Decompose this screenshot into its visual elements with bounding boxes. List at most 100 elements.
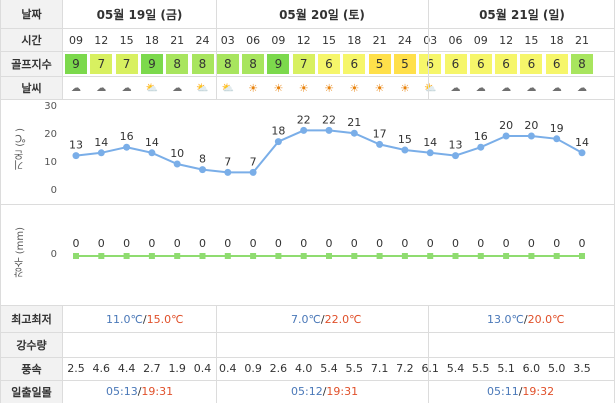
- temperature-data-label: 20: [499, 119, 513, 132]
- wind-speed-cell: 5.4: [320, 362, 338, 375]
- cloud-icon: ☁: [121, 82, 132, 94]
- rain-data-label: 0: [401, 237, 408, 250]
- wind-speed-cell: 7.1: [370, 362, 389, 375]
- time-cell: 18: [549, 33, 564, 47]
- rain-point: [452, 253, 459, 259]
- temperature-point: [426, 149, 434, 157]
- cloud-icon: ☁: [577, 82, 587, 94]
- rain-point: [528, 253, 535, 259]
- sun-day-3: 05:11/19:32: [487, 385, 555, 398]
- rain-data-label: 0: [300, 237, 307, 250]
- temperature-point: [452, 152, 459, 160]
- time-cell: 09: [271, 33, 286, 47]
- rain-point: [174, 253, 181, 259]
- sunrise-time: 05:13: [106, 385, 138, 398]
- temperature-data-label: 10: [170, 147, 184, 160]
- time-label: 시간: [1, 29, 63, 51]
- temperature-data-label: 20: [524, 119, 538, 132]
- sun-icon: ☀: [324, 81, 334, 95]
- max-temp: 15.0℃: [146, 313, 184, 326]
- temperature-data-label: 21: [347, 116, 361, 129]
- golf-index-cell: 5: [393, 54, 416, 74]
- cloud-icon: ☁: [475, 82, 486, 94]
- date-day-1: 05월 19일 (금): [96, 7, 183, 22]
- wind-speed-cell: 6.0: [522, 362, 541, 375]
- wind-speed-cell: 4.6: [92, 362, 111, 375]
- sunset-time: 19:31: [326, 385, 359, 398]
- wind-speed-cell: 5.5: [345, 362, 364, 375]
- wind-speed-cell: 5.5: [472, 362, 490, 375]
- sun-icon: ☀: [399, 81, 410, 95]
- temperature-y-tick: 10: [44, 157, 57, 168]
- wind-speed-cell: 0.4: [193, 362, 212, 375]
- temperature-point: [401, 146, 409, 154]
- temperature-y-tick: 0: [50, 185, 57, 196]
- time-cell: 21: [170, 33, 185, 47]
- golf-index-cell: 7: [115, 54, 138, 74]
- sun-icon: ☀: [248, 81, 259, 95]
- rain-data-label: 0: [98, 237, 105, 250]
- rain-point: [553, 253, 560, 259]
- rain-point: [503, 253, 510, 259]
- temperature-data-label: 14: [423, 136, 437, 149]
- min-temp: 13.0℃: [487, 313, 524, 326]
- temperature-data-label: 13: [69, 139, 83, 152]
- rain-data-label: 0: [376, 237, 383, 250]
- temperature-data-label: 14: [575, 136, 589, 149]
- wind-speed-cell: 2.5: [67, 362, 85, 375]
- sunset-time: 19:32: [522, 385, 555, 398]
- cloud-icon: ☁: [71, 82, 81, 94]
- max-temp: 22.0℃: [324, 313, 362, 326]
- weather-label: 날씨: [1, 77, 63, 99]
- golf-index-cell: 6: [444, 54, 467, 74]
- temperature-data-label: 18: [271, 125, 285, 138]
- golf-index-cell: 8: [216, 54, 239, 74]
- rain-data-label: 0: [579, 237, 586, 250]
- temperature-data-label: 16: [120, 130, 134, 143]
- temperature-point: [502, 132, 510, 140]
- rain-data-label: 0: [73, 237, 80, 250]
- temperature-chart: 13 14 16 14 10 8 7 7 18 22 22 21 17 15 14 13 16 20 20 19 14: [69, 113, 589, 176]
- temperature-point: [123, 143, 131, 151]
- sunrise-time: 05:11: [487, 385, 519, 398]
- golf-index-cell: 8: [242, 54, 265, 74]
- rain-point: [579, 253, 585, 259]
- time-cell: 21: [575, 33, 589, 47]
- cloud-icon: ☁: [96, 82, 107, 94]
- minmax-day-1: 11.0℃/15.0℃: [106, 313, 184, 326]
- golf-index-cell: 8: [166, 54, 189, 74]
- time-cell: 06: [448, 33, 463, 47]
- wind-speed-cell: 2.7: [143, 362, 161, 375]
- temperature-point: [173, 160, 181, 168]
- temperature-y-tick: 30: [44, 101, 57, 112]
- golf-index-cell: 6: [318, 54, 340, 74]
- date-day-2: 05월 20일 (토): [279, 7, 365, 22]
- minmax-day-2: 7.0℃/22.0℃: [291, 313, 362, 326]
- golf-index-cell: 6: [495, 54, 518, 74]
- golf-index-cell: 7: [292, 54, 315, 74]
- rain-data-label: 0: [199, 237, 206, 250]
- sunrise-time: 05:12: [291, 385, 323, 398]
- temperature-y-tick: 20: [44, 129, 57, 140]
- temperature-point: [350, 129, 358, 137]
- sun-row: 일출일몰 05:13/19:31 05:12/19:31 05:11/19:32: [1, 381, 615, 403]
- rain-amount-label: 강수량: [1, 333, 63, 357]
- time-cell: 09: [473, 33, 488, 47]
- temperature-point: [553, 135, 561, 143]
- wind-speed-cell: 4.0: [294, 362, 313, 375]
- temperature-point: [274, 138, 282, 146]
- golf-index-label: 골프지수: [1, 52, 63, 76]
- temperature-data-label: 13: [449, 139, 463, 152]
- partly-cloudy-icon: ⛅: [221, 82, 235, 94]
- time-cell: 15: [524, 33, 539, 47]
- wind-speed-cell: 3.5: [573, 362, 591, 375]
- rain-point: [275, 253, 282, 259]
- temperature-data-label: 15: [398, 133, 412, 146]
- temperature-data-label: 7: [250, 155, 257, 168]
- sun-icon: ☀: [349, 81, 360, 95]
- minmax-day-3: 13.0℃/20.0℃: [487, 313, 565, 326]
- temperature-point: [527, 132, 535, 140]
- rain-point: [326, 253, 332, 259]
